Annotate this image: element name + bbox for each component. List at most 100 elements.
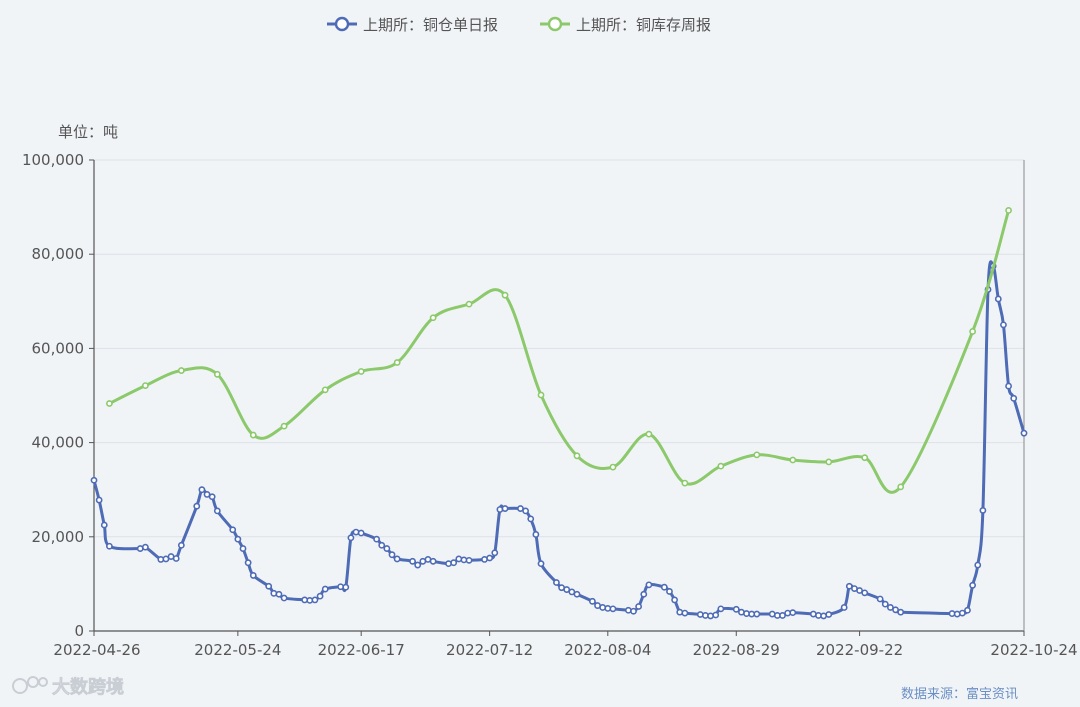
data-point[interactable] xyxy=(357,529,365,537)
data-point[interactable] xyxy=(496,506,504,513)
data-point[interactable] xyxy=(887,604,894,611)
data-point[interactable] xyxy=(486,554,494,562)
data-point[interactable] xyxy=(753,451,761,459)
data-point[interactable] xyxy=(573,452,581,460)
data-point[interactable] xyxy=(162,555,170,563)
data-point[interactable] xyxy=(90,476,98,484)
data-point[interactable] xyxy=(270,589,278,597)
data-point[interactable] xyxy=(645,430,653,438)
data-point[interactable] xyxy=(840,604,848,611)
data-point[interactable] xyxy=(465,556,473,564)
data-point[interactable] xyxy=(172,555,180,562)
data-point[interactable] xyxy=(275,590,283,598)
data-point[interactable] xyxy=(280,422,288,430)
data-point[interactable] xyxy=(676,608,684,616)
data-point[interactable] xyxy=(491,549,499,557)
data-point[interactable] xyxy=(624,606,632,614)
data-point[interactable] xyxy=(712,611,720,619)
data-point[interactable] xyxy=(213,507,221,515)
data-point[interactable] xyxy=(589,597,596,605)
data-point[interactable] xyxy=(249,431,257,439)
data-point[interactable] xyxy=(964,606,971,614)
data-point[interactable] xyxy=(635,603,643,610)
data-point[interactable] xyxy=(177,367,185,374)
data-point[interactable] xyxy=(1000,321,1007,329)
data-point[interactable] xyxy=(753,610,761,618)
legend-item[interactable]: 上期所：铜库存周报 xyxy=(540,16,711,34)
data-point[interactable] xyxy=(881,600,889,608)
data-point[interactable] xyxy=(861,454,869,462)
data-point[interactable] xyxy=(409,557,416,565)
data-point[interactable] xyxy=(208,493,216,501)
data-point[interactable] xyxy=(141,382,149,390)
data-point[interactable] xyxy=(249,572,257,579)
data-point[interactable] xyxy=(681,479,689,487)
data-point[interactable] xyxy=(969,581,977,589)
data-point[interactable] xyxy=(501,505,509,512)
data-point[interactable] xyxy=(994,295,1002,303)
data-point[interactable] xyxy=(645,581,653,589)
data-point[interactable] xyxy=(465,300,473,308)
data-point[interactable] xyxy=(342,583,350,591)
data-point[interactable] xyxy=(779,612,786,619)
data-point[interactable] xyxy=(265,582,273,590)
data-point[interactable] xyxy=(953,610,961,618)
data-point[interactable] xyxy=(897,483,905,491)
data-point[interactable] xyxy=(825,611,833,618)
data-point[interactable] xyxy=(280,594,288,602)
data-point[interactable] xyxy=(856,587,863,594)
data-point[interactable] xyxy=(501,291,509,299)
data-point[interactable] xyxy=(177,541,185,549)
data-point[interactable] xyxy=(876,595,884,603)
data-point[interactable] xyxy=(845,582,853,590)
data-point[interactable] xyxy=(100,521,108,529)
data-point[interactable] xyxy=(450,559,458,567)
data-point[interactable] xyxy=(429,557,437,565)
data-point[interactable] xyxy=(974,561,982,569)
data-point[interactable] xyxy=(198,486,206,494)
data-point[interactable] xyxy=(1005,382,1012,390)
legend-item[interactable]: 上期所：铜仓单日报 xyxy=(327,16,498,34)
data-point[interactable] xyxy=(1020,429,1028,437)
data-point[interactable] xyxy=(213,370,221,378)
data-point[interactable] xyxy=(321,585,329,593)
data-point[interactable] xyxy=(229,526,237,534)
data-point[interactable] xyxy=(892,606,899,614)
data-point[interactable] xyxy=(203,491,211,498)
data-point[interactable] xyxy=(599,604,607,611)
data-point[interactable] xyxy=(789,609,797,617)
data-point[interactable] xyxy=(393,555,401,563)
data-point[interactable] xyxy=(609,605,617,613)
data-point[interactable] xyxy=(1010,394,1018,402)
data-point[interactable] xyxy=(321,386,329,394)
data-point[interactable] xyxy=(717,462,725,470)
data-point[interactable] xyxy=(244,559,252,567)
data-point[interactable] xyxy=(522,507,529,515)
data-point[interactable] xyxy=(357,368,365,375)
data-point[interactable] xyxy=(696,611,704,618)
data-point[interactable] xyxy=(429,314,437,322)
data-point[interactable] xyxy=(239,545,247,552)
data-point[interactable] xyxy=(861,589,869,597)
data-point[interactable] xyxy=(717,605,725,613)
data-point[interactable] xyxy=(373,535,380,543)
data-point[interactable] xyxy=(568,588,576,596)
data-point[interactable] xyxy=(732,605,740,613)
data-point[interactable] xyxy=(141,543,149,551)
data-point[interactable] xyxy=(316,592,324,600)
data-point[interactable] xyxy=(573,590,581,598)
data-point[interactable] xyxy=(388,551,396,559)
data-point[interactable] xyxy=(383,545,391,552)
data-point[interactable] xyxy=(193,502,201,510)
data-point[interactable] xyxy=(640,590,648,598)
data-point[interactable] xyxy=(671,596,679,604)
data-point[interactable] xyxy=(1005,206,1012,214)
data-point[interactable] xyxy=(311,596,319,604)
data-point[interactable] xyxy=(455,555,463,563)
data-point[interactable] xyxy=(563,586,571,593)
data-point[interactable] xyxy=(553,579,560,586)
data-point[interactable] xyxy=(979,507,987,514)
data-point[interactable] xyxy=(897,608,905,616)
data-point[interactable] xyxy=(445,560,452,568)
data-point[interactable] xyxy=(234,535,242,543)
